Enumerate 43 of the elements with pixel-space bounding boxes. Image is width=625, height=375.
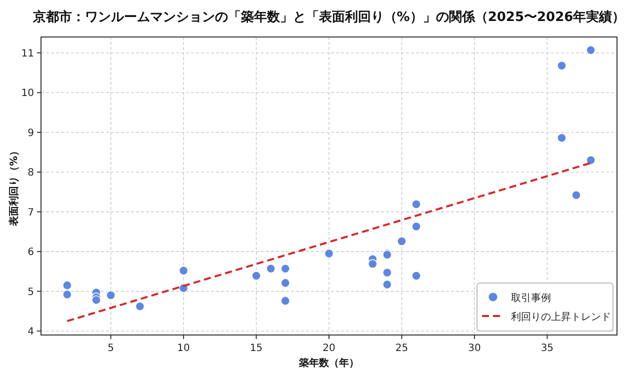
point <box>266 264 276 274</box>
x-tick-label: 35 <box>540 343 554 354</box>
x-tick-label: 20 <box>322 343 336 354</box>
point <box>382 268 392 278</box>
chart-title: 京都市：ワンルームマンションの「築年数」と「表面利回り（%）」の関係（2025〜2026年実績） <box>32 9 625 25</box>
point <box>368 259 378 269</box>
point <box>62 290 72 300</box>
point <box>62 280 72 290</box>
legend-label: 利回りの上昇トレンド <box>511 311 611 323</box>
x-tick-label: 10 <box>177 343 190 354</box>
point <box>280 278 290 288</box>
y-tick-label: 9 <box>28 128 34 139</box>
point <box>280 264 290 274</box>
y-tick-label: 7 <box>28 207 34 218</box>
y-tick-label: 8 <box>28 168 34 179</box>
legend-label: 取引事例 <box>511 292 551 304</box>
point <box>572 190 581 200</box>
y-tick-label: 11 <box>21 48 34 60</box>
point <box>397 236 406 246</box>
y-tick-label: 5 <box>28 286 34 298</box>
point <box>557 60 566 70</box>
y-tick-label: 10 <box>21 88 34 100</box>
point <box>252 271 261 280</box>
x-tick-label: 30 <box>468 343 481 354</box>
point <box>324 248 334 258</box>
point <box>382 280 392 290</box>
point <box>280 296 290 306</box>
point <box>412 222 421 232</box>
x-tick-label: 15 <box>250 343 263 354</box>
x-tick-label: 25 <box>395 343 408 354</box>
point <box>557 133 566 143</box>
y-axis-title: 表面利回り（%） <box>8 146 20 228</box>
point <box>586 45 596 55</box>
point <box>135 302 145 312</box>
point <box>412 271 421 280</box>
y-tick-label: 6 <box>28 247 34 258</box>
point <box>92 295 101 305</box>
x-axis-title: 築年数（年） <box>298 357 359 369</box>
point <box>178 266 188 276</box>
y-tick-label: 4 <box>28 326 34 338</box>
point <box>586 155 596 165</box>
point <box>412 200 421 209</box>
x-tick-label: 5 <box>108 343 114 354</box>
